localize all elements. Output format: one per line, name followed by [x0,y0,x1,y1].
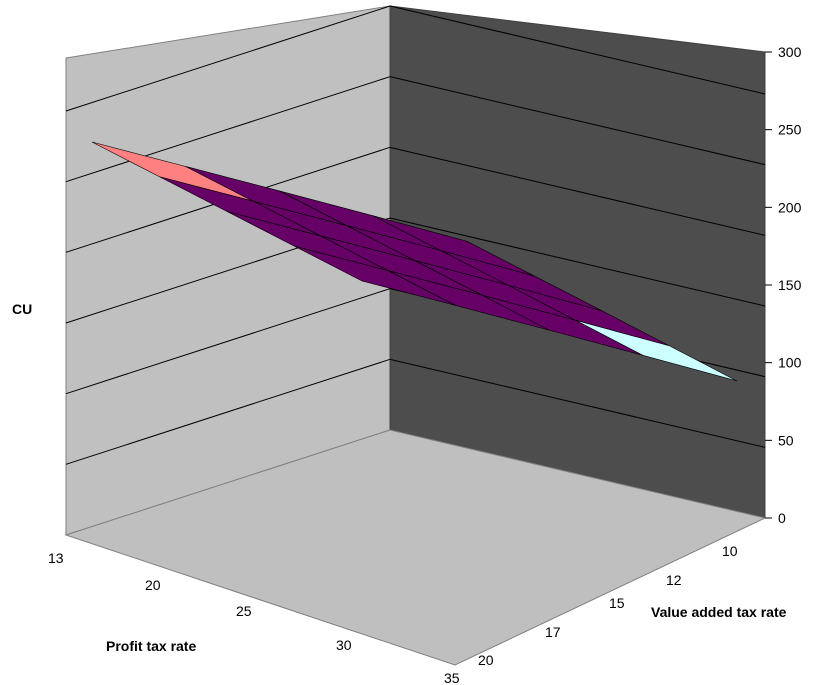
y-axis-title: Value added tax rate [651,604,787,620]
back-wall-gridline [65,76,391,183]
z-axis-ticks: 0 50 100 150 200 250 300 [765,44,802,526]
y-tick-label: 10 [722,543,738,559]
surface-cell [575,320,738,382]
right-wall-gridline [389,217,766,307]
y-tick-label: 17 [545,624,561,640]
z-tick-label: 50 [778,432,794,448]
y-tick-label: 15 [609,595,625,611]
x-axis-title: Profit tax rate [106,638,196,654]
x-axis-ticks: 13 20 25 30 35 [48,550,460,685]
right-wall-gridline [389,76,766,166]
back-wall-gridline [65,288,391,395]
x-tick-label: 20 [145,577,161,593]
z-axis-title: CU [12,301,32,317]
back-wall-gridline [65,5,391,112]
x-tick-label: 35 [444,670,460,685]
z-tick-label: 200 [778,199,802,215]
right-wall-gridline [389,5,766,95]
z-tick-label: 100 [778,355,802,371]
z-tick-label: 0 [778,510,786,526]
back-wall-gridline [65,358,391,465]
surface-plot [91,141,738,382]
right-wall-gridline [389,146,766,236]
y-axis-ticks: 10 12 15 17 20 [478,543,738,668]
right-wall-gridline [389,358,766,448]
x-tick-label: 13 [48,550,64,566]
y-tick-label: 12 [666,572,682,588]
z-tick-label: 150 [778,277,802,293]
z-tick-label: 300 [778,44,802,60]
x-tick-label: 30 [336,637,352,653]
y-tick-label: 20 [478,652,494,668]
x-tick-label: 25 [236,603,252,619]
z-tick-label: 250 [778,122,802,138]
